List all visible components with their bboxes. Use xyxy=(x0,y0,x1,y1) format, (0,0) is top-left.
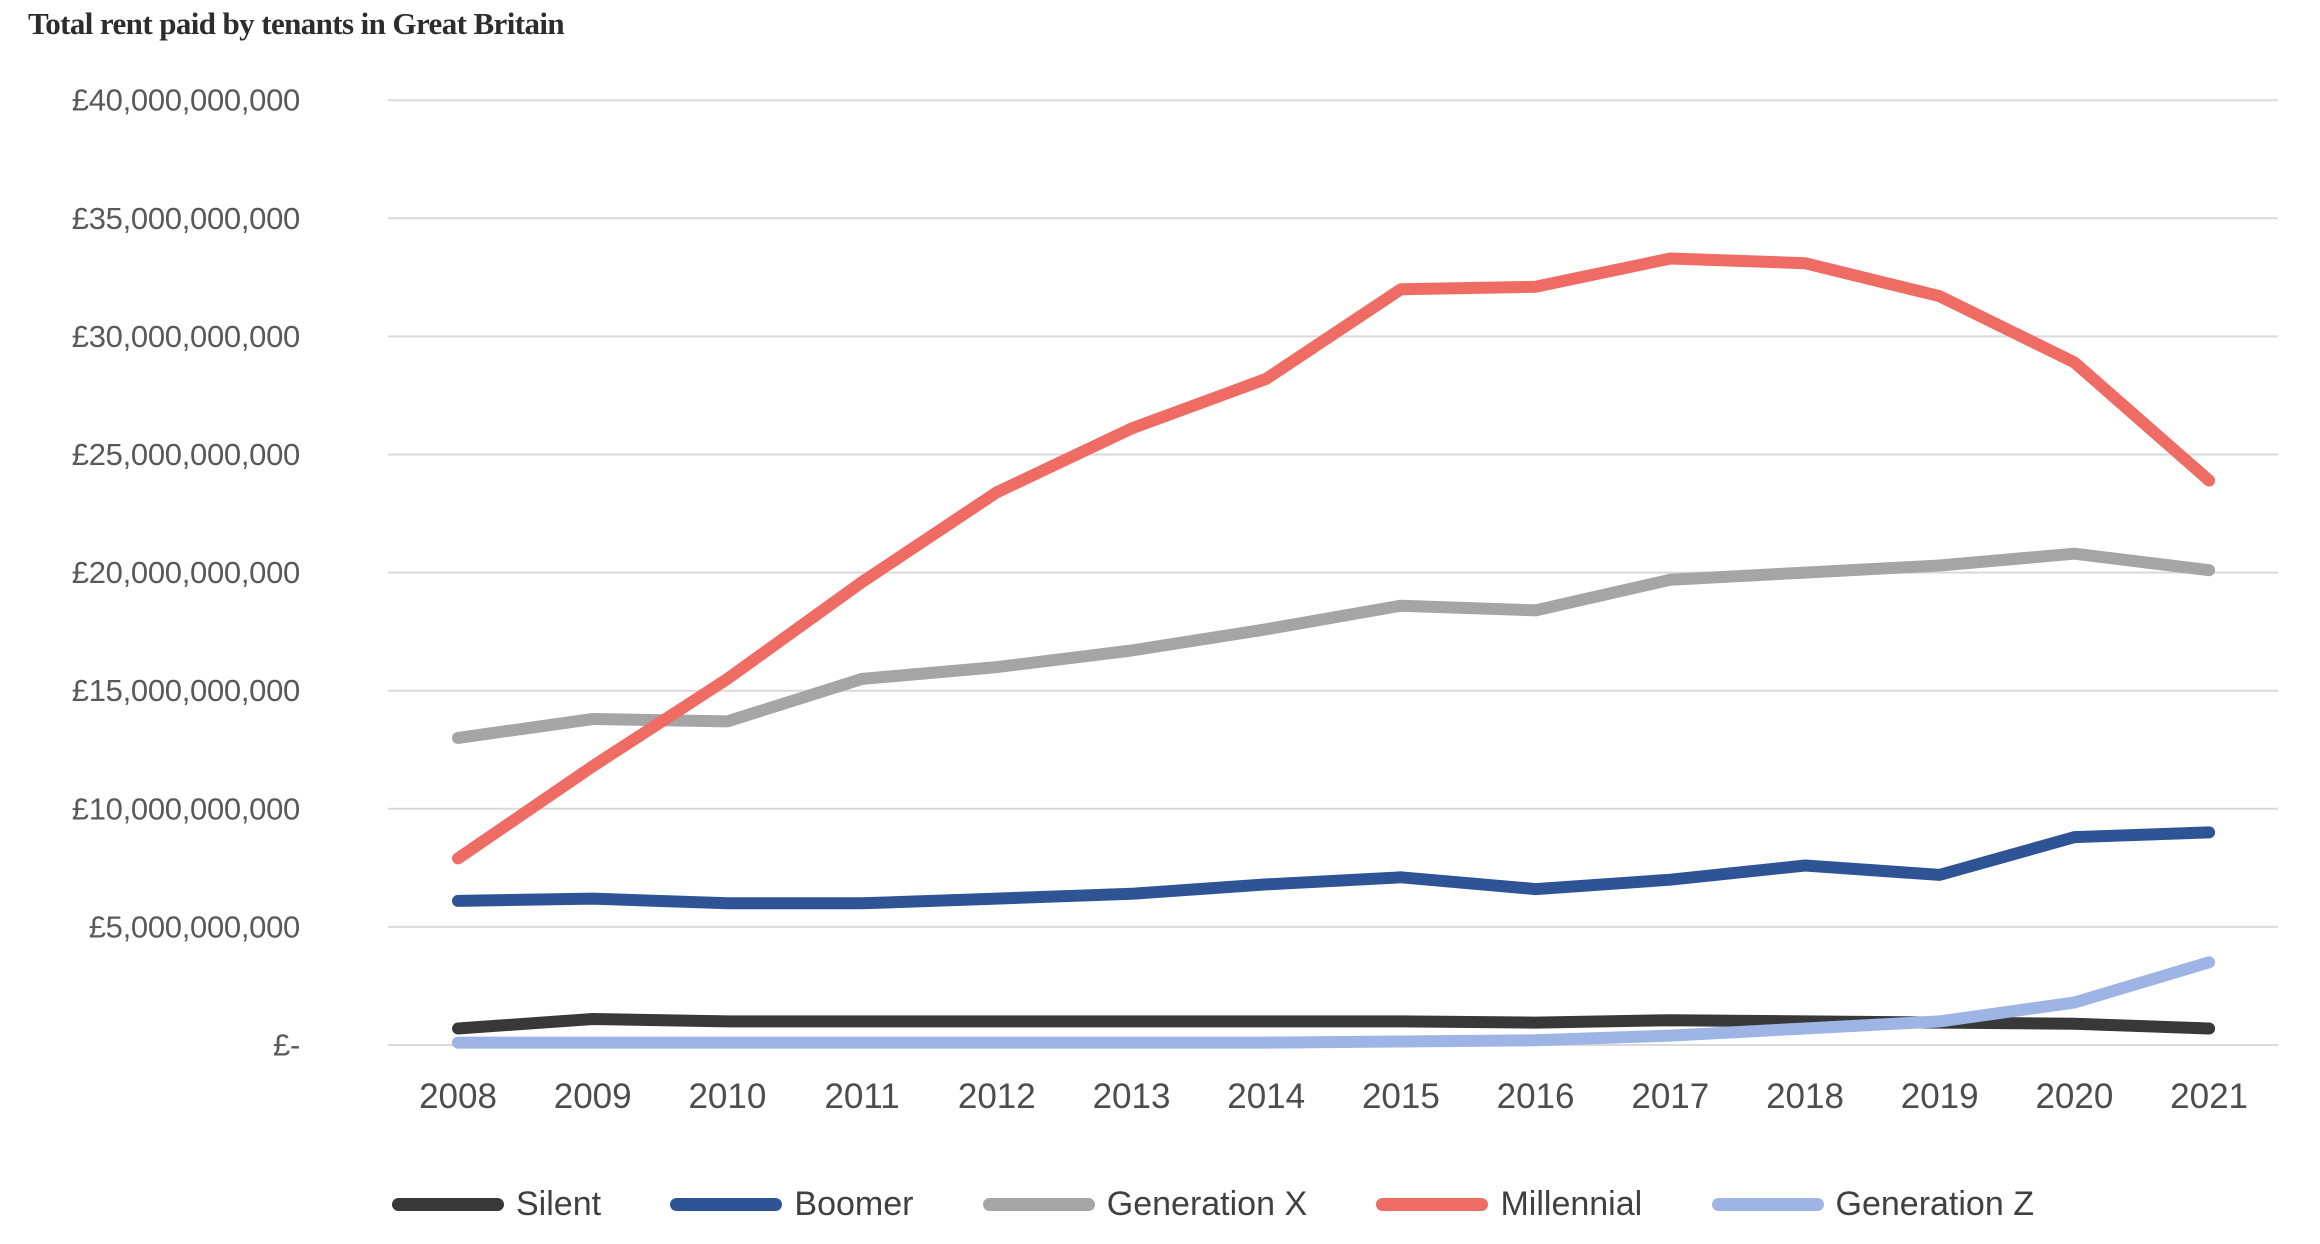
series-lines xyxy=(452,252,2216,1049)
legend-item-generation-z: Generation Z xyxy=(1711,1184,2034,1224)
x-axis-label: 2012 xyxy=(958,1077,1036,1116)
x-axis-label: 2020 xyxy=(2035,1077,2113,1116)
legend-label-generation-x: Generation X xyxy=(1106,1184,1308,1223)
x-axis-label: 2021 xyxy=(2170,1077,2248,1116)
chart-title: Total rent paid by tenants in Great Brit… xyxy=(28,6,565,41)
y-axis-label: £35,000,000,000 xyxy=(72,201,300,236)
x-axis-labels: 2008 2009 2010 2011 2012 2013 2014 2015 2016 2017… xyxy=(419,1077,2248,1116)
legend-swatch-boomer-icon xyxy=(670,1197,783,1211)
legend-swatch-millennial-icon xyxy=(1376,1197,1489,1211)
x-axis-label: 2014 xyxy=(1227,1077,1305,1116)
legend-label-millennial: Millennial xyxy=(1500,1184,1643,1223)
x-axis-label: 2008 xyxy=(419,1077,497,1116)
legend-label-silent: Silent xyxy=(516,1184,602,1223)
x-axis-label: 2010 xyxy=(688,1077,766,1116)
legend-swatch-generation-z-icon xyxy=(1711,1197,1824,1211)
y-axis-label: £10,000,000,000 xyxy=(72,791,300,826)
legend-item-boomer: Boomer xyxy=(670,1185,913,1224)
legend-label-generation-z: Generation Z xyxy=(1835,1184,2034,1223)
x-axis-label: 2015 xyxy=(1362,1077,1440,1116)
y-axis-label: £40,000,000,000 xyxy=(72,83,300,118)
series-line-boomer xyxy=(452,826,2216,910)
x-axis-label: 2013 xyxy=(1093,1077,1171,1116)
y-axis-label: £5,000,000,000 xyxy=(89,909,300,944)
y-axis-label: £20,000,000,000 xyxy=(72,555,300,590)
y-axis-labels: £- £5,000,000,000 £10,000,000,000 £15,000,0… xyxy=(72,83,301,1063)
legend: Silent Boomer Generation X Millennial Ge… xyxy=(392,1183,2034,1225)
legend-item-silent: Silent xyxy=(392,1185,601,1224)
series-line-generation-z xyxy=(452,956,2216,1049)
series-line-millennial xyxy=(452,252,2216,865)
legend-item-millennial: Millennial xyxy=(1376,1185,1642,1224)
x-axis-label: 2017 xyxy=(1631,1077,1709,1116)
legend-label-boomer: Boomer xyxy=(794,1184,914,1223)
y-axis-label: £15,000,000,000 xyxy=(72,673,300,708)
y-axis-label: £25,000,000,000 xyxy=(72,437,300,472)
y-axis-label: £30,000,000,000 xyxy=(72,319,300,354)
legend-item-generation-x: Generation X xyxy=(982,1184,1308,1224)
x-axis-label: 2009 xyxy=(554,1077,632,1116)
legend-swatch-generation-x-icon xyxy=(982,1197,1095,1211)
x-axis-label: 2016 xyxy=(1497,1077,1575,1116)
x-axis-label: 2019 xyxy=(1901,1077,1979,1116)
x-axis-label: 2018 xyxy=(1766,1077,1844,1116)
series-line-generation-x xyxy=(452,547,2216,744)
x-axis-label: 2011 xyxy=(824,1077,899,1116)
legend-swatch-silent-icon xyxy=(392,1197,504,1211)
y-axis-label: £- xyxy=(273,1028,300,1063)
